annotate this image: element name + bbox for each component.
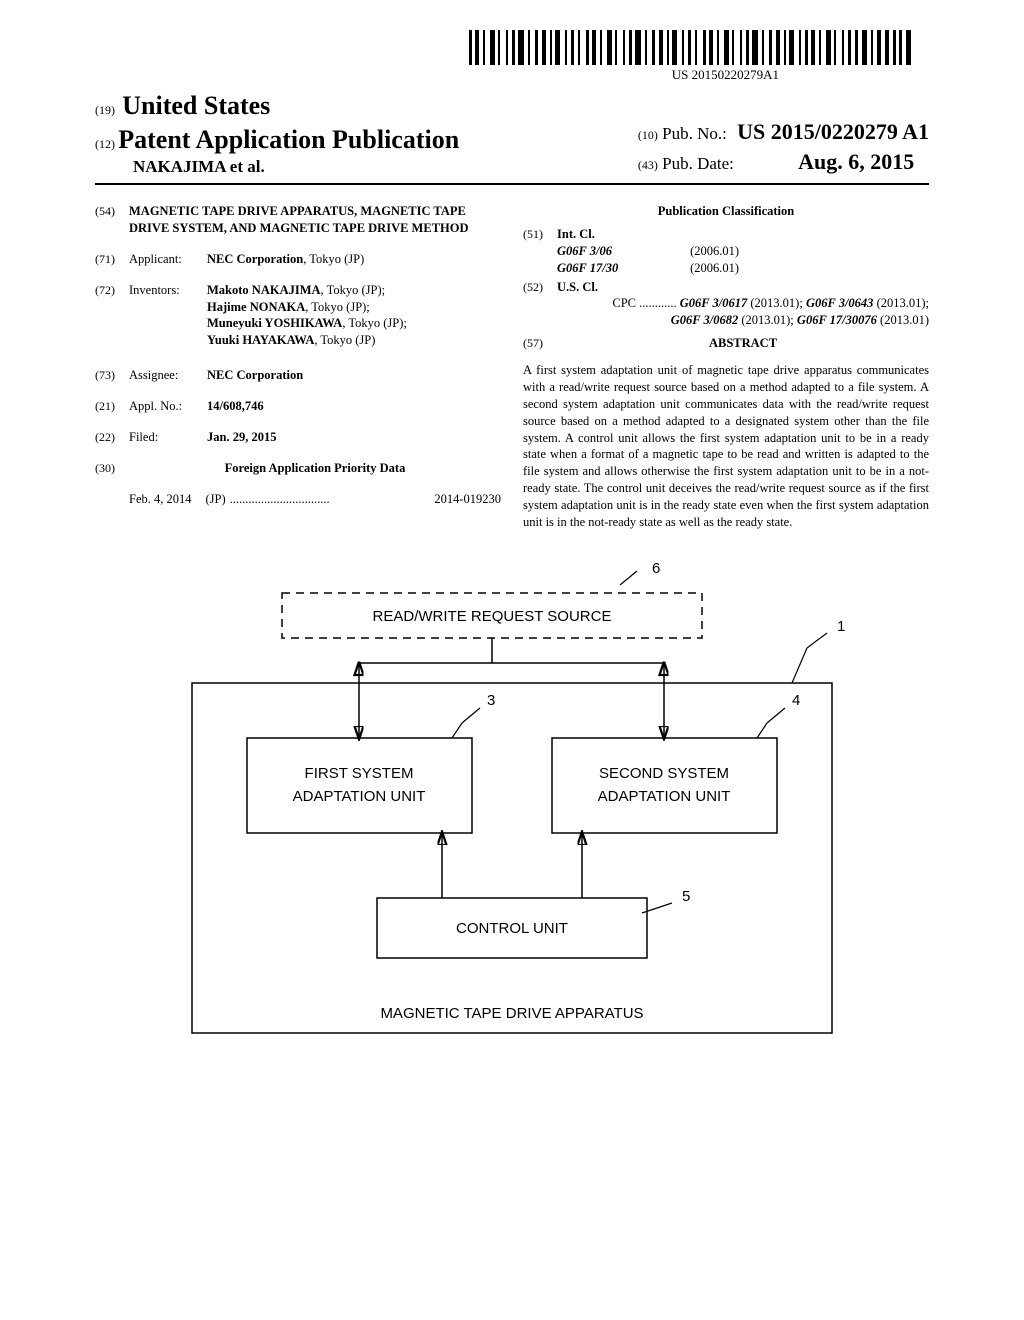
author-name: NAKAJIMA et al. [133,157,459,177]
applicant-value: NEC Corporation, Tokyo (JP) [207,251,501,268]
apparatus-caption: MAGNETIC TAPE DRIVE APPARATUS [380,1005,643,1022]
node-6-label: READ/WRITE REQUEST SOURCE [373,608,612,625]
applicant-label: Applicant: [129,251,207,268]
priority-country: (JP) [206,491,226,508]
node-4-label-1: SECOND SYSTEM [599,765,729,782]
intcl-label: Int. Cl. [557,227,595,241]
abstract-heading: ABSTRACT [557,335,929,352]
pub-date-value: Aug. 6, 2015 [798,149,914,174]
figure: READ/WRITE REQUEST SOURCE 6 MAGNETIC TAP… [95,563,929,1043]
title-code: (54) [95,203,129,237]
cpc-classifications: CPC ............ G06F 3/0617 (2013.01); … [557,295,929,329]
classification-heading: Publication Classification [523,203,929,220]
assignee-value: NEC Corporation [207,368,303,382]
left-column: (54) MAGNETIC TAPE DRIVE APPARATUS, MAGN… [95,203,501,531]
cpc-1: G06F 3/0617 [680,296,748,310]
appl-value: 14/608,746 [207,399,264,413]
applicant-location: , Tokyo (JP) [303,252,364,266]
barcode-label: US 20150220279A1 [672,67,929,83]
inventor-3: Muneyuki YOSHIKAWA [207,316,342,330]
pub-no-code: (10) [638,128,658,142]
filed-label: Filed: [129,429,207,446]
block-diagram-svg: READ/WRITE REQUEST SOURCE 6 MAGNETIC TAP… [152,563,872,1043]
pub-date-label: Pub. Date: [662,154,734,173]
uscl-code: (52) [523,279,557,330]
cpc-2-yr: (2013.01); [873,296,929,310]
inventor-2: Hajime NONAKA [207,300,305,314]
filed-value: Jan. 29, 2015 [207,430,276,444]
node-1-ref: 1 [837,618,845,635]
filed-code: (22) [95,429,129,446]
pub-no-value: US 2015/0220279 A1 [737,119,929,144]
priority-code: (30) [95,460,129,477]
cpc-3: G06F 3/0682 [671,313,739,327]
priority-data-row: Feb. 4, 2014 (JP) ......................… [95,491,501,508]
barcode-icon [469,30,929,65]
inventors-list: Makoto NAKAJIMA, Tokyo (JP); Hajime NONA… [207,282,501,350]
pub-type-code: (12) [95,137,115,151]
apparatus-box [192,683,832,1033]
intcl-1-code: G06F 3/06 [557,244,612,258]
assignee-code: (73) [95,367,129,384]
node-4-ref: 4 [792,692,800,709]
node-6-ref: 6 [652,563,660,577]
country: United States [122,91,270,120]
intcl-1-year: (2006.01) [690,244,739,258]
cpc-4-yr: (2013.01) [877,313,929,327]
invention-title: MAGNETIC TAPE DRIVE APPARATUS, MAGNETIC … [129,203,501,237]
cpc-4: G06F 17/30076 [797,313,877,327]
cpc-2: G06F 3/0643 [806,296,874,310]
cpc-label: CPC ............ [612,296,676,310]
right-column: Publication Classification (51) Int. Cl.… [523,203,929,531]
inventors-label: Inventors: [129,282,207,350]
inventor-4: Yuuki HAYAKAWA [207,333,314,347]
applicant-name: NEC Corporation [207,252,303,266]
cpc-1-yr: (2013.01); [747,296,806,310]
country-code: (19) [95,103,115,117]
appl-label: Appl. No.: [129,398,207,415]
node-4-label-2: ADAPTATION UNIT [598,788,731,805]
second-system-box [552,738,777,833]
header: (19) United States (12) Patent Applicati… [95,91,929,185]
node-5-ref: 5 [682,888,690,905]
cpc-3-yr: (2013.01); [738,313,797,327]
pub-no-label: Pub. No.: [662,124,727,143]
pub-date-code: (43) [638,158,658,172]
abstract-text: A first system adaptation unit of magnet… [523,362,929,531]
node-3-ref: 3 [487,692,495,709]
node-3-label-2: ADAPTATION UNIT [293,788,426,805]
intcl-code: (51) [523,226,557,277]
applicant-code: (71) [95,251,129,268]
inventor-1-loc: , Tokyo (JP); [321,283,386,297]
publication-type: Patent Application Publication [118,125,459,154]
priority-number: 2014-019230 [434,491,501,508]
node-5-label: CONTROL UNIT [456,920,568,937]
inventors-code: (72) [95,282,129,350]
uscl-label: U.S. Cl. [557,280,598,294]
inventor-1: Makoto NAKAJIMA [207,283,321,297]
inventor-3-loc: , Tokyo (JP); [342,316,407,330]
inventor-4-loc: , Tokyo (JP) [314,333,375,347]
intcl-2-year: (2006.01) [690,261,739,275]
node-3-label-1: FIRST SYSTEM [305,765,414,782]
appl-code: (21) [95,398,129,415]
barcode-region: US 20150220279A1 [95,30,929,83]
first-system-box [247,738,472,833]
bibliographic-data: (54) MAGNETIC TAPE DRIVE APPARATUS, MAGN… [95,203,929,531]
priority-date: Feb. 4, 2014 [129,491,192,508]
abstract-code: (57) [523,335,557,358]
priority-heading: Foreign Application Priority Data [225,461,406,475]
assignee-label: Assignee: [129,367,207,384]
inventor-2-loc: , Tokyo (JP); [305,300,370,314]
intcl-2-code: G06F 17/30 [557,261,618,275]
